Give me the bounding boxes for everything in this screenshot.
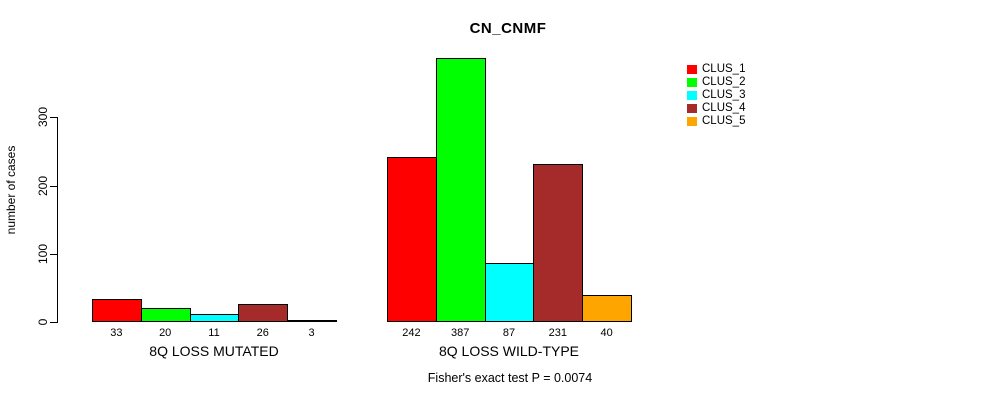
bar-clus_4-group1 (238, 304, 288, 322)
bar-clus_5-group2 (582, 295, 632, 322)
group-label: 8Q LOSS MUTATED (149, 343, 279, 359)
legend-swatch-clus_4 (687, 104, 697, 113)
y-axis-line (57, 117, 58, 323)
legend-swatch-clus_2 (687, 78, 697, 87)
y-axis-tick-label: 100 (36, 243, 50, 265)
bar-value-label: 11 (208, 327, 220, 339)
bar-value-label: 3 (308, 327, 315, 339)
bar-clus_1-group1 (92, 299, 142, 322)
legend: CLUS_1 CLUS_2 CLUS_3 CLUS_4 CLUS_5 (687, 63, 745, 128)
y-axis-tick (50, 254, 57, 255)
bar-clus_2-group1 (141, 308, 191, 322)
legend-label: CLUS_1 (702, 63, 746, 75)
bar-clus_5-group1 (287, 320, 337, 322)
bar-clus_3-group1 (190, 314, 239, 322)
y-axis-tick (50, 322, 57, 323)
legend-item-clus_1: CLUS_1 (687, 63, 745, 76)
bar-value-label: 20 (159, 327, 172, 339)
legend-item-clus_3: CLUS_3 (687, 89, 745, 102)
legend-item-clus_2: CLUS_2 (687, 76, 745, 89)
legend-label: CLUS_2 (702, 76, 746, 88)
bar-value-label: 231 (548, 327, 567, 339)
legend-item-clus_5: CLUS_5 (687, 115, 745, 128)
annotation-text: Fisher's exact test P = 0.0074 (427, 371, 593, 385)
bar-clus_2-group2 (436, 58, 486, 322)
bar-clus_3-group2 (485, 263, 534, 322)
bar-value-label: 40 (600, 327, 613, 339)
bar-clus_1-group2 (387, 157, 437, 322)
legend-swatch-clus_1 (687, 65, 697, 74)
legend-label: CLUS_5 (702, 115, 746, 127)
group-label: 8Q LOSS WILD-TYPE (438, 343, 580, 359)
y-axis-tick-label: 200 (36, 175, 50, 197)
legend-label: CLUS_4 (702, 102, 746, 114)
legend-label: CLUS_3 (702, 89, 746, 101)
legend-item-clus_4: CLUS_4 (687, 102, 745, 115)
y-axis-tick-label: 0 (36, 318, 50, 326)
bar-value-label: 33 (110, 327, 123, 339)
bar-value-label: 26 (256, 327, 269, 339)
bar-value-label: 242 (402, 327, 421, 339)
legend-swatch-clus_3 (687, 91, 697, 100)
y-axis-label: number of cases (4, 145, 18, 235)
bar-value-label: 87 (502, 327, 516, 339)
bar-clus_4-group2 (533, 164, 583, 322)
y-axis-tick (50, 117, 57, 118)
legend-swatch-clus_5 (687, 117, 697, 126)
y-axis-tick (50, 186, 57, 187)
chart-title: CN_CNMF (469, 20, 547, 37)
y-axis-tick-label: 300 (36, 106, 50, 128)
bar-value-label: 387 (451, 327, 470, 339)
